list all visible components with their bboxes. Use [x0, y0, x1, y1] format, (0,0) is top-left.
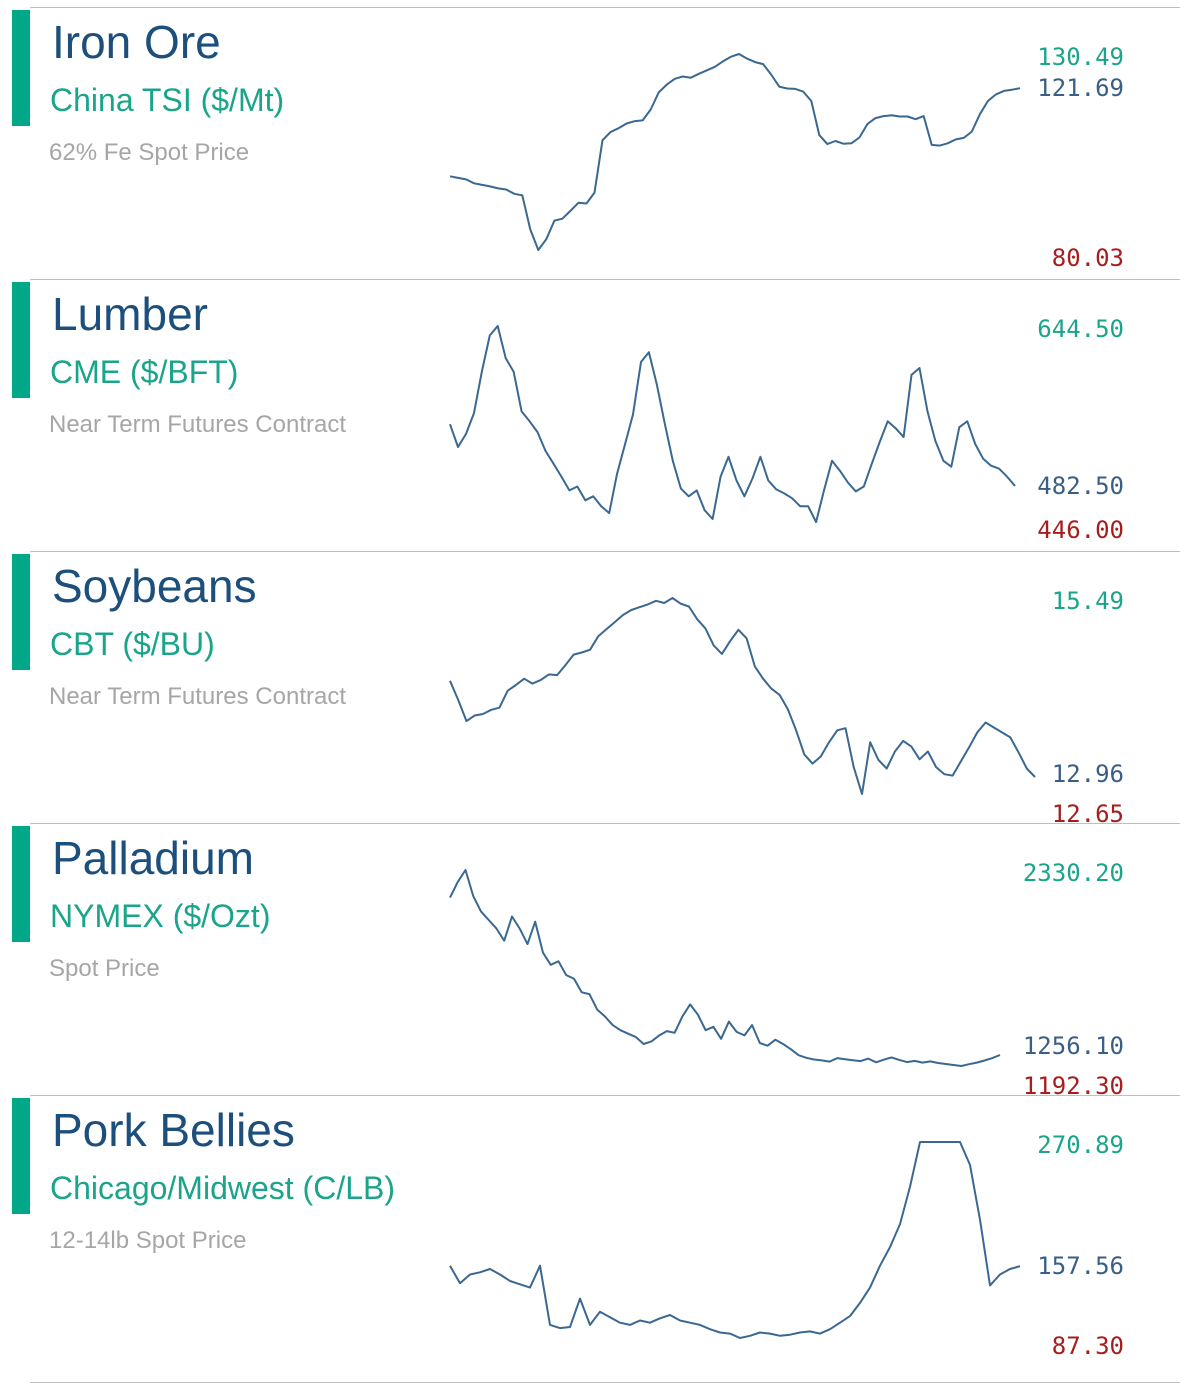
series-line — [449, 325, 1016, 523]
low-value: 80.03 — [1051, 244, 1124, 272]
exchange-unit: CBT ($/BU) — [50, 626, 215, 662]
series-line — [449, 869, 1001, 1067]
series-line — [449, 53, 1021, 251]
exchange-unit: China TSI ($/Mt) — [50, 82, 285, 118]
commodity-title: Soybeans — [52, 560, 257, 612]
accent-bar — [12, 282, 30, 398]
sparkline-chart — [449, 325, 1016, 523]
accent-bar — [12, 826, 30, 942]
panel-separator — [30, 279, 1180, 280]
commodity-panel-pork-bellies: Pork Bellies Chicago/Midwest (C/LB) 12-1… — [0, 1088, 1184, 1360]
bottom-separator — [30, 1382, 1180, 1383]
commodity-panel-palladium: Palladium NYMEX ($/Ozt) Spot Price 2330.… — [0, 816, 1184, 1100]
high-value: 644.50 — [1037, 315, 1124, 343]
commodity-title: Palladium — [52, 832, 254, 884]
panel-separator — [30, 1095, 1180, 1096]
series-line — [449, 1141, 1021, 1339]
panel-separator — [30, 551, 1180, 552]
commodity-title: Iron Ore — [52, 16, 221, 68]
accent-bar — [12, 1098, 30, 1214]
price-description: 62% Fe Spot Price — [49, 139, 250, 166]
exchange-unit: NYMEX ($/Ozt) — [50, 898, 271, 934]
sparkline-chart — [449, 597, 1036, 795]
sparkline-chart — [449, 869, 1001, 1067]
high-value: 2330.20 — [1022, 859, 1124, 887]
accent-bar — [12, 554, 30, 670]
panel-separator — [30, 823, 1180, 824]
current-value: 1256.10 — [1022, 1032, 1124, 1060]
price-description: 12-14lb Spot Price — [49, 1227, 247, 1254]
price-description: Spot Price — [49, 955, 160, 982]
current-value: 157.56 — [1037, 1252, 1124, 1281]
exchange-unit: Chicago/Midwest (C/LB) — [50, 1170, 395, 1206]
commodity-panel-lumber: Lumber CME ($/BFT) Near Term Futures Con… — [0, 272, 1184, 544]
sparkline-chart — [449, 1141, 1021, 1339]
commodity-panel-iron-ore: Iron Ore China TSI ($/Mt) 62% Fe Spot Pr… — [0, 0, 1184, 272]
high-value: 270.89 — [1037, 1131, 1124, 1159]
current-value: 482.50 — [1037, 471, 1124, 500]
commodity-panel-soybeans: Soybeans CBT ($/BU) Near Term Futures Co… — [0, 544, 1184, 828]
price-description: Near Term Futures Contract — [49, 683, 346, 710]
price-description: Near Term Futures Contract — [49, 411, 346, 438]
high-value: 130.49 — [1037, 43, 1124, 71]
sparkline-chart — [449, 53, 1021, 251]
series-line — [449, 597, 1036, 795]
accent-bar — [12, 10, 30, 126]
commodity-title: Pork Bellies — [52, 1104, 295, 1156]
panel-separator — [30, 7, 1180, 8]
low-value: 87.30 — [1051, 1332, 1124, 1360]
current-value: 12.96 — [1051, 760, 1124, 788]
commodity-title: Lumber — [52, 288, 208, 340]
exchange-unit: CME ($/BFT) — [50, 354, 239, 390]
low-value: 446.00 — [1037, 516, 1124, 544]
current-value: 121.69 — [1037, 74, 1124, 103]
high-value: 15.49 — [1051, 587, 1124, 615]
